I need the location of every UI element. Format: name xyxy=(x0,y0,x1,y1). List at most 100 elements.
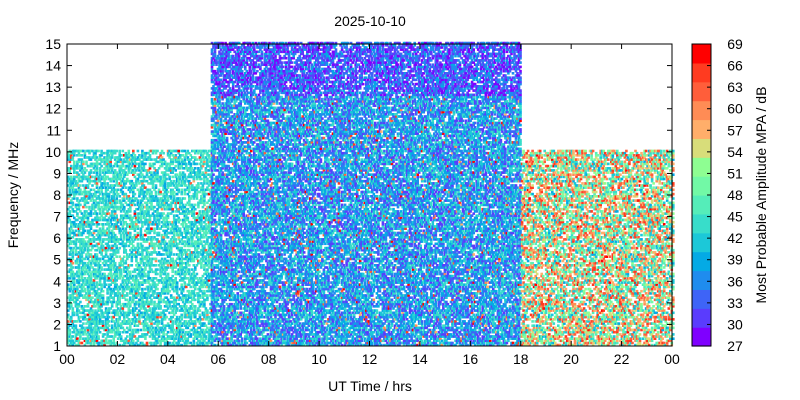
heatmap-cell xyxy=(199,309,202,312)
heatmap-cell xyxy=(73,161,76,164)
heatmap-cell xyxy=(108,320,111,323)
heatmap-cell xyxy=(72,202,75,205)
heatmap-cell xyxy=(79,204,82,207)
heatmap-cell xyxy=(134,204,137,207)
heatmap-cell xyxy=(162,212,165,215)
heatmap-cell xyxy=(100,165,103,168)
heatmap-cell xyxy=(81,154,84,157)
heatmap-cell xyxy=(118,247,121,250)
heatmap-cell xyxy=(188,264,191,267)
heatmap-cell xyxy=(180,283,183,286)
heatmap-cell xyxy=(137,238,140,241)
heatmap-cell xyxy=(167,236,170,239)
heatmap-cell xyxy=(102,294,105,297)
heatmap-cell xyxy=(69,329,72,332)
heatmap-cell xyxy=(69,210,72,213)
heatmap-cell xyxy=(194,204,197,207)
heatmap-cell xyxy=(171,320,174,323)
heatmap-cell xyxy=(103,333,106,336)
heatmap-cell xyxy=(137,150,140,153)
heatmap-cell xyxy=(167,191,170,194)
heatmap-cell xyxy=(173,253,176,256)
heatmap-cell xyxy=(135,307,138,310)
heatmap-cell xyxy=(82,161,85,164)
heatmap-cell xyxy=(168,290,171,293)
heatmap-cell xyxy=(165,178,168,181)
heatmap-cell xyxy=(79,301,82,304)
heatmap-cell xyxy=(126,292,129,295)
heatmap-cell xyxy=(106,182,109,185)
heatmap-cell xyxy=(176,281,179,284)
heatmap-cell xyxy=(100,266,103,269)
heatmap-cell xyxy=(75,230,78,233)
heatmap-cell xyxy=(187,217,190,220)
heatmap-cell xyxy=(76,212,79,215)
heatmap-cell xyxy=(90,189,93,192)
heatmap-cell xyxy=(155,264,158,267)
heatmap-cell xyxy=(108,316,111,319)
heatmap-cell xyxy=(203,290,206,293)
heatmap-cell xyxy=(156,150,159,153)
heatmap-cell xyxy=(115,255,118,258)
heatmap-cell xyxy=(153,206,156,209)
heatmap-cell xyxy=(185,305,188,308)
heatmap-cell xyxy=(185,163,188,166)
heatmap-cell xyxy=(184,173,187,176)
heatmap-cell xyxy=(194,299,197,302)
heatmap-cell xyxy=(171,176,174,179)
heatmap-cell xyxy=(196,158,199,161)
heatmap-cell xyxy=(208,154,211,157)
heatmap-cell xyxy=(118,331,121,334)
heatmap-cell xyxy=(73,312,76,315)
heatmap-cell xyxy=(141,288,144,291)
heatmap-cell xyxy=(180,314,183,317)
heatmap-cell xyxy=(199,210,202,213)
heatmap-cell xyxy=(196,163,199,166)
heatmap-cell xyxy=(79,320,82,323)
heatmap-cell xyxy=(128,150,131,153)
heatmap-cell xyxy=(167,331,170,334)
heatmap-cell xyxy=(156,288,159,291)
heatmap-cell xyxy=(144,163,147,166)
heatmap-cell xyxy=(79,189,82,192)
heatmap-cell xyxy=(85,206,88,209)
heatmap-cell xyxy=(137,225,140,228)
heatmap-cell xyxy=(179,219,182,222)
heatmap-cell xyxy=(115,150,118,153)
heatmap-cell xyxy=(200,240,203,243)
heatmap-cell xyxy=(205,335,208,338)
heatmap-cell xyxy=(155,258,158,261)
heatmap-cell xyxy=(91,184,94,187)
heatmap-cell xyxy=(97,223,100,226)
heatmap-cell xyxy=(190,163,193,166)
heatmap-cell xyxy=(159,176,162,179)
heatmap-cell xyxy=(125,186,128,189)
heatmap-cell xyxy=(200,178,203,181)
heatmap-cell xyxy=(206,294,209,297)
heatmap-cell xyxy=(179,227,182,230)
heatmap-cell xyxy=(171,258,174,261)
heatmap-cell xyxy=(180,232,183,235)
heatmap-cell xyxy=(97,335,100,338)
heatmap-cell xyxy=(91,176,94,179)
heatmap-cell xyxy=(150,299,153,302)
heatmap-cell xyxy=(120,335,123,338)
heatmap-cell xyxy=(150,227,153,230)
heatmap-cell xyxy=(155,184,158,187)
heatmap-cell xyxy=(72,266,75,269)
heatmap-cell xyxy=(206,309,209,312)
heatmap-cell xyxy=(112,258,115,261)
heatmap-cell xyxy=(129,271,132,274)
heatmap-cell xyxy=(132,150,135,153)
heatmap-cell xyxy=(162,253,165,256)
heatmap-cell xyxy=(137,199,140,202)
heatmap-cell xyxy=(72,307,75,310)
heatmap-cell xyxy=(115,214,118,217)
heatmap-cell xyxy=(102,290,105,293)
heatmap-cell xyxy=(118,150,121,153)
heatmap-cell xyxy=(184,197,187,200)
heatmap-cell xyxy=(72,262,75,265)
heatmap-cell xyxy=(149,307,152,310)
heatmap-cell xyxy=(103,273,106,276)
